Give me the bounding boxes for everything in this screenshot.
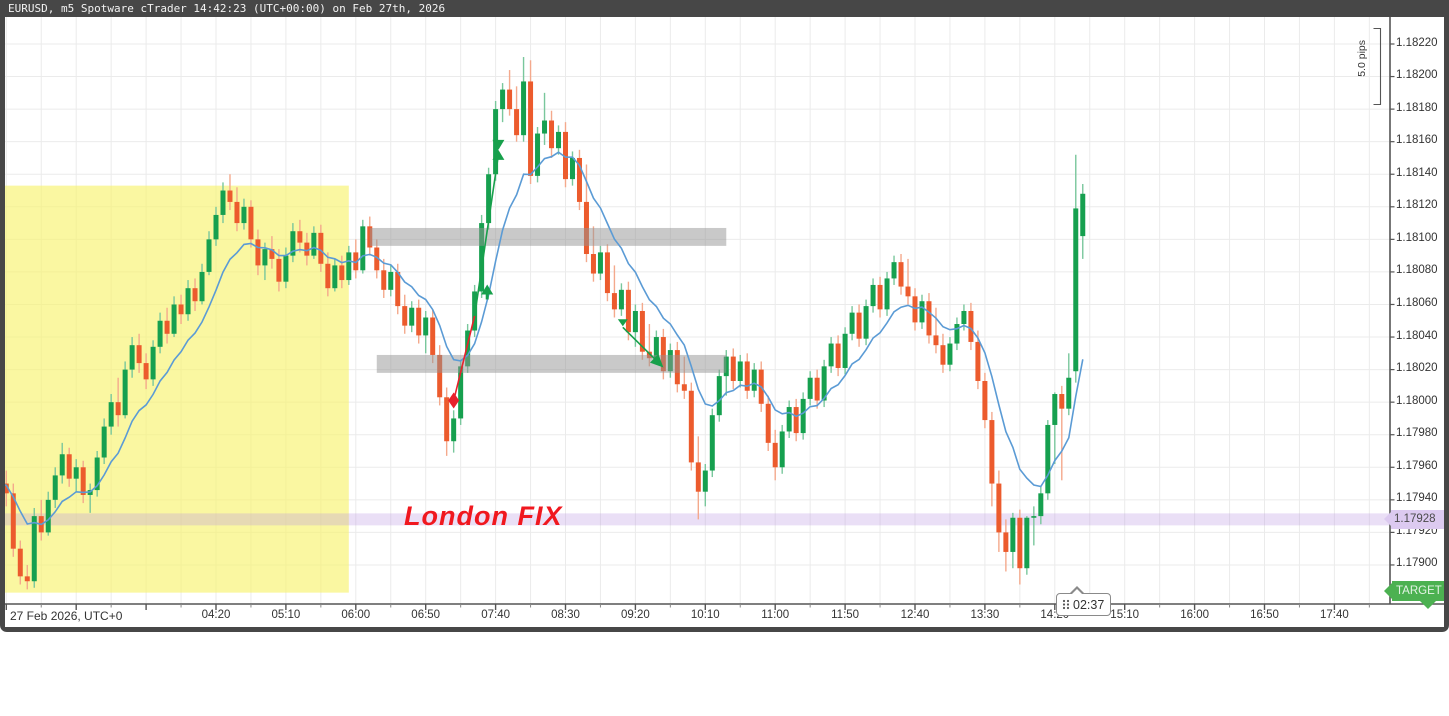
- time-tick-label: 07:40: [481, 609, 510, 621]
- sell-arrow-annotation[interactable]: [617, 319, 668, 372]
- price-tick-label: 1.17960: [1396, 459, 1438, 472]
- time-tick-label: 17:40: [1320, 609, 1349, 621]
- title-bar: EURUSD, m5 Spotware cTrader 14:42:23 (UT…: [0, 0, 1449, 17]
- sell-triangle-icon: [617, 319, 628, 327]
- time-tick-label: 11:00: [761, 609, 790, 621]
- fix-price-value: 1.17928: [1394, 512, 1436, 525]
- price-tick-label: 1.18200: [1396, 69, 1438, 82]
- time-tick-label: 06:50: [411, 609, 441, 621]
- chart-window: EURUSD, m5 Spotware cTrader 14:42:23 (UT…: [0, 0, 1449, 632]
- time-tick-label: 05:10: [271, 609, 301, 621]
- window-border-left: [0, 0, 5, 632]
- price-tick-label: 1.18100: [1396, 231, 1438, 244]
- london-fix-band[interactable]: [5, 513, 1389, 526]
- close-marker-icon: [492, 139, 505, 150]
- window-title: EURUSD, m5 Spotware cTrader 14:42:23 (UT…: [8, 2, 446, 15]
- target-label: TARGET: [1396, 585, 1442, 597]
- price-tick-label: 1.18080: [1396, 264, 1438, 277]
- plot-area[interactable]: [0, 17, 1389, 604]
- price-tick-label: 1.17900: [1396, 557, 1438, 570]
- price-tick-label: 1.17940: [1396, 492, 1438, 505]
- supply-zone[interactable]: [369, 227, 727, 246]
- demand-zone[interactable]: [376, 354, 727, 373]
- trade-annotation[interactable]: [448, 139, 505, 409]
- price-tick-label: 1.18180: [1396, 101, 1438, 114]
- price-tick-label: 1.18000: [1396, 394, 1438, 407]
- price-tick-label: 1.18060: [1396, 296, 1438, 309]
- time-tick-label: 10:10: [690, 609, 720, 621]
- time-tick-label: 09:20: [621, 609, 650, 621]
- london-fix-label[interactable]: London FIX: [404, 501, 563, 531]
- time-tick-label: 15:10: [1110, 609, 1140, 621]
- target-marker[interactable]: TARGET: [1384, 581, 1449, 609]
- entry-diamond-icon: [448, 392, 460, 409]
- price-tick-label: 1.18040: [1396, 329, 1438, 342]
- buy-arrow-icon: [481, 284, 494, 295]
- time-tick-label: 04:20: [201, 609, 231, 621]
- time-tick-label: 11:50: [831, 609, 860, 621]
- moving-average-line: [5, 151, 1084, 526]
- price-chart[interactable]: [0, 0, 1449, 632]
- window-border-bottom: [0, 627, 1449, 632]
- candle-countdown: 02:37: [1056, 586, 1112, 616]
- price-tick-label: 1.18160: [1396, 134, 1438, 147]
- time-tick-label: 13:30: [970, 609, 1000, 621]
- axis-lines: [0, 17, 1449, 610]
- time-tick-label: 16:50: [1250, 609, 1279, 621]
- price-tick-label: 1.18220: [1396, 36, 1438, 49]
- fix-price-tag: 1.17928: [1384, 509, 1449, 529]
- time-tick-label: 06:00: [341, 609, 371, 621]
- window-border-right: [1444, 0, 1449, 632]
- price-tick-label: 1.17980: [1396, 427, 1438, 440]
- drag-dots-icon: [1062, 599, 1070, 610]
- date-label: 27 Feb 2026, UTC+0: [10, 609, 123, 623]
- time-tick-label: 12:40: [900, 609, 930, 621]
- countdown-value: 02:37: [1073, 597, 1105, 612]
- arrowhead-icon: [649, 354, 664, 368]
- time-tick-label: 08:30: [551, 609, 580, 621]
- pips-scale-label: 5.0 pips: [1356, 40, 1368, 77]
- session-highlight-zone[interactable]: [5, 185, 349, 593]
- target-pointer-icon: [1420, 601, 1436, 609]
- time-tick-label: 16:00: [1180, 609, 1209, 621]
- price-tick-label: 1.18020: [1396, 362, 1438, 375]
- price-tick-label: 1.18120: [1396, 199, 1438, 212]
- price-tick-label: 1.18140: [1396, 166, 1438, 179]
- pips-scale-bracket: [1373, 27, 1382, 106]
